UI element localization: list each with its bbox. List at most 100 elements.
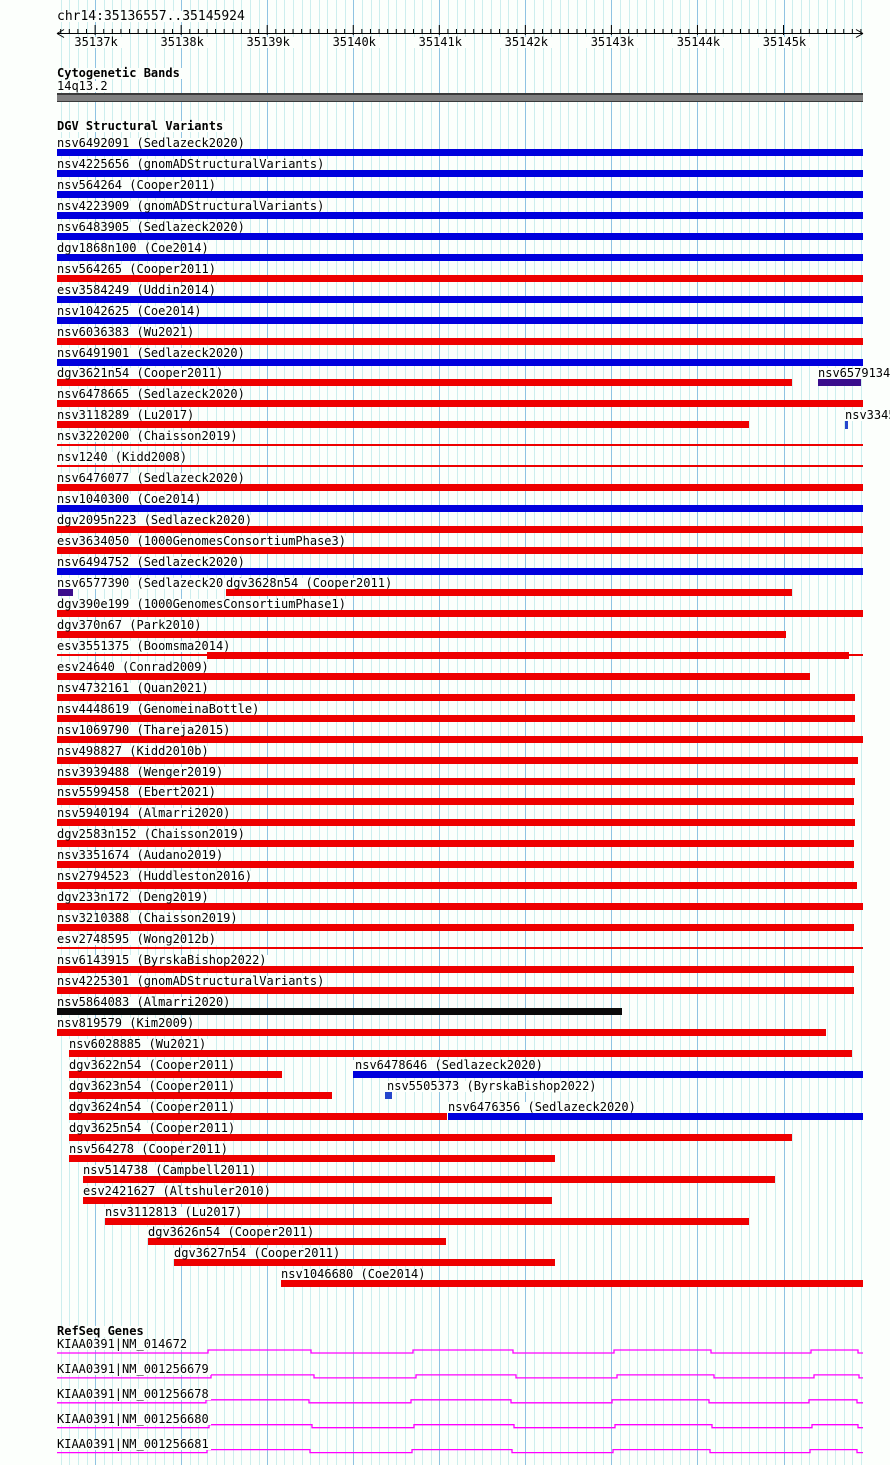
variant-bar[interactable] xyxy=(174,1259,555,1267)
variant-bar[interactable] xyxy=(57,253,863,261)
variant-label[interactable]: dgv3627n54 (Cooper2011) xyxy=(172,1246,343,1261)
variant-bar[interactable] xyxy=(226,589,792,596)
variant-bar[interactable] xyxy=(83,1196,552,1204)
variant-label[interactable]: nsv4223909 (gnomADStructuralVariants) xyxy=(55,198,327,213)
variant-bar[interactable] xyxy=(69,1154,555,1162)
variant-bar[interactable] xyxy=(57,379,792,387)
variant-label[interactable]: nsv1040300 (Coe2014) xyxy=(55,492,204,507)
variant-label[interactable]: esv24640 (Conrad2009) xyxy=(55,659,211,674)
variant-bar[interactable] xyxy=(57,211,863,219)
variant-bar[interactable] xyxy=(353,1070,863,1078)
variant-label[interactable]: nsv33457 xyxy=(843,409,890,422)
variant-bar[interactable] xyxy=(69,1049,852,1057)
variant-label[interactable]: dgv3626n54 (Cooper2011) xyxy=(146,1225,317,1240)
variant-bar[interactable] xyxy=(57,819,855,827)
variant-bar[interactable] xyxy=(58,589,73,596)
variant-bar[interactable] xyxy=(281,1280,863,1288)
variant-label[interactable]: nsv564265 (Cooper2011) xyxy=(55,261,218,276)
gene-model-line[interactable] xyxy=(57,1448,863,1454)
variant-bar[interactable] xyxy=(57,861,854,869)
variant-bar[interactable] xyxy=(57,547,863,554)
variant-bar[interactable] xyxy=(57,149,863,156)
variant-label[interactable]: nsv564278 (Cooper2011) xyxy=(67,1141,230,1156)
variant-bar[interactable] xyxy=(849,653,863,656)
gene-label[interactable]: KIAA0391|NM_001256679 xyxy=(55,1361,211,1376)
variant-label[interactable]: dgv390e199 (1000GenomesConsortiumPhase1) xyxy=(55,596,348,611)
variant-bar[interactable] xyxy=(69,1133,792,1141)
variant-label[interactable]: nsv2794523 (Huddleston2016) xyxy=(55,869,255,884)
variant-bar[interactable] xyxy=(57,987,854,994)
variant-label[interactable]: dgv1868n100 (Coe2014) xyxy=(55,240,211,255)
gene-model-line[interactable] xyxy=(57,1349,863,1354)
variant-bar[interactable] xyxy=(148,1238,446,1246)
gene-label[interactable]: KIAA0391|NM_014672 xyxy=(55,1337,190,1351)
variant-bar[interactable] xyxy=(57,358,863,366)
variant-bar[interactable] xyxy=(57,190,863,198)
variant-bar[interactable] xyxy=(57,169,863,177)
variant-label[interactable]: nsv3112813 (Lu2017) xyxy=(103,1204,245,1219)
variant-label[interactable]: nsv1240 (Kidd2008) xyxy=(55,450,190,465)
gene-label[interactable]: KIAA0391|NM_001256678 xyxy=(55,1386,211,1401)
variant-bar[interactable] xyxy=(818,379,861,387)
variant-label[interactable]: nsv5599458 (Ebert2021) xyxy=(55,785,218,800)
variant-label[interactable]: nsv514738 (Campbell2011) xyxy=(81,1162,259,1177)
variant-label[interactable]: esv2748595 (Wong2012b) xyxy=(55,932,218,947)
variant-label[interactable]: nsv4448619 (GenomeinaBottle) xyxy=(55,701,262,716)
variant-bar[interactable] xyxy=(57,630,786,638)
variant-bar[interactable] xyxy=(57,947,863,950)
variant-label[interactable]: nsv3118289 (Lu2017) xyxy=(55,408,197,423)
variant-bar[interactable] xyxy=(57,966,854,973)
gene-label[interactable]: KIAA0391|NM_001256681 xyxy=(55,1436,211,1451)
variant-label[interactable]: nsv6478646 (Sedlazeck2020) xyxy=(353,1057,545,1072)
gene-model-line[interactable] xyxy=(57,1399,863,1404)
variant-bar[interactable] xyxy=(385,1091,392,1099)
variant-bar[interactable] xyxy=(57,568,863,575)
variant-label[interactable]: nsv5864083 (Almarri2020) xyxy=(55,994,233,1009)
variant-bar[interactable] xyxy=(57,484,863,492)
variant-bar[interactable] xyxy=(57,274,863,282)
variant-bar[interactable] xyxy=(57,672,810,680)
variant-bar[interactable] xyxy=(83,1175,775,1183)
variant-bar[interactable] xyxy=(57,777,855,785)
variant-bar[interactable] xyxy=(57,526,863,534)
variant-bar[interactable] xyxy=(57,295,863,303)
variant-bar[interactable] xyxy=(57,505,863,513)
variant-label[interactable]: nsv6476356 (Sedlazeck2020) xyxy=(446,1099,638,1114)
variant-label[interactable]: nsv498827 (Kidd2010b) xyxy=(55,743,211,758)
variant-label[interactable]: esv2421627 (Altshuler2010) xyxy=(81,1183,273,1198)
variant-label[interactable]: dgv2583n152 (Chaisson2019) xyxy=(55,827,247,842)
variant-label[interactable]: nsv3351674 (Audano2019) xyxy=(55,848,226,863)
variant-bar[interactable] xyxy=(57,756,858,764)
variant-label[interactable]: esv3551375 (Boomsma2014) xyxy=(55,638,233,653)
variant-label[interactable]: dgv233n172 (Deng2019) xyxy=(55,890,211,905)
variant-bar[interactable] xyxy=(57,465,863,468)
variant-bar[interactable] xyxy=(57,840,854,848)
variant-label[interactable]: dgv3621n54 (Cooper2011) xyxy=(55,366,226,381)
variant-bar[interactable] xyxy=(57,924,854,932)
variant-bar[interactable] xyxy=(57,1028,826,1036)
variant-bar[interactable] xyxy=(57,1007,622,1015)
variant-label[interactable]: nsv3210388 (Chaisson2019) xyxy=(55,911,240,926)
variant-label[interactable]: dgv3622n54 (Cooper2011) xyxy=(67,1057,238,1072)
variant-bar[interactable] xyxy=(57,798,854,806)
variant-label[interactable]: dgv3624n54 (Cooper2011) xyxy=(67,1099,238,1114)
variant-label[interactable]: dgv370n67 (Park2010) xyxy=(55,617,204,632)
variant-bar[interactable] xyxy=(69,1091,332,1099)
variant-bar[interactable] xyxy=(69,1112,447,1120)
variant-label[interactable]: nsv6494752 (Sedlazeck2020) xyxy=(55,555,247,569)
variant-label[interactable]: nsv6483905 (Sedlazeck2020) xyxy=(55,219,247,234)
variant-label[interactable]: esv3584249 (Uddin2014) xyxy=(55,282,218,297)
variant-label[interactable]: nsv5940194 (Almarri2020) xyxy=(55,806,233,821)
variant-label[interactable]: nsv6036383 (Wu2021) xyxy=(55,324,197,339)
variant-bar[interactable] xyxy=(57,693,855,701)
variant-bar[interactable] xyxy=(105,1217,749,1225)
variant-bar[interactable] xyxy=(57,316,863,324)
variant-bar[interactable] xyxy=(57,337,863,345)
variant-label[interactable]: nsv1042625 (Coe2014) xyxy=(55,303,204,318)
variant-label[interactable]: dgv2095n223 (Sedlazeck2020) xyxy=(55,513,255,528)
variant-label[interactable]: nsv4225656 (gnomADStructuralVariants) xyxy=(55,156,327,171)
variant-label[interactable]: nsv3220200 (Chaisson2019) xyxy=(55,429,240,444)
variant-label[interactable]: nsv4732161 (Quan2021) xyxy=(55,680,211,695)
variant-label[interactable]: nsv564264 (Cooper2011) xyxy=(55,177,218,192)
variant-label[interactable]: dgv3623n54 (Cooper2011) xyxy=(67,1078,238,1093)
